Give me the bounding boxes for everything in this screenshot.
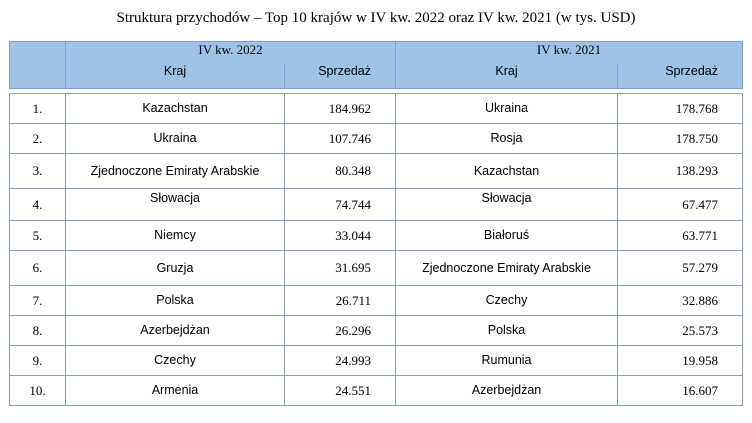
table-row: 9. Czechy 24.993 Rumunia 19.958 [9, 345, 743, 376]
country-2022-cell: Niemcy [65, 220, 285, 251]
country-2022-cell: Armenia [65, 375, 285, 406]
country-2021-cell: Rumunia [395, 345, 618, 376]
sales-2022-cell: 26.296 [284, 315, 396, 346]
sales-2021-cell: 57.279 [617, 250, 743, 286]
sales-2021-cell: 67.477 [617, 188, 743, 221]
country-2022-cell: Zjednoczone Emiraty Arabskie [65, 153, 285, 189]
country-2022-cell: Czechy [65, 345, 285, 376]
sales-2021-cell: 178.750 [617, 123, 743, 154]
country-2022-cell: Słowacja [65, 188, 285, 221]
country-2021-cell: Zjednoczone Emiraty Arabskie [395, 250, 618, 286]
country-2021-cell: Polska [395, 315, 618, 346]
header-kraj-2021: Kraj [395, 64, 618, 89]
rank-cell: 3. [9, 153, 66, 189]
table-row: 8. Azerbejdżan 26.296 Polska 25.573 [9, 315, 743, 346]
page-title: Struktura przychodów – Top 10 krajów w I… [116, 10, 636, 26]
country-2022-cell: Gruzja [65, 250, 285, 286]
country-2022-cell: Polska [65, 285, 285, 316]
header-kraj-2022: Kraj [65, 64, 285, 89]
header-sprzedaz-2021: Sprzedaż [617, 64, 743, 89]
rank-cell: 10. [9, 375, 66, 406]
sales-2021-cell: 63.771 [617, 220, 743, 251]
sales-2022-cell: 24.551 [284, 375, 396, 406]
country-2021-cell: Kazachstan [395, 153, 618, 189]
sales-2021-cell: 32.886 [617, 285, 743, 316]
sales-2022-cell: 33.044 [284, 220, 396, 251]
rank-cell: 2. [9, 123, 66, 154]
sales-2022-cell: 24.993 [284, 345, 396, 376]
sales-2022-cell: 26.711 [284, 285, 396, 316]
country-2021-cell: Azerbejdżan [395, 375, 618, 406]
sales-2021-cell: 19.958 [617, 345, 743, 376]
sales-2022-cell: 107.746 [284, 123, 396, 154]
rank-cell: 5. [9, 220, 66, 251]
sales-2022-cell: 74.744 [284, 188, 396, 221]
sales-2021-cell: 178.768 [617, 93, 743, 124]
table-row: 10. Armenia 24.551 Azerbejdżan 16.607 [9, 375, 743, 406]
revenue-table: IV kw. 2022 IV kw. 2021 Kraj Sprzedaż Kr… [9, 41, 743, 406]
country-2022-cell: Azerbejdżan [65, 315, 285, 346]
sales-2022-cell: 184.962 [284, 93, 396, 124]
country-2021-cell: Rosja [395, 123, 618, 154]
country-2021-cell: Ukraina [395, 93, 618, 124]
table-row: 6. Gruzja 31.695 Zjednoczone Emiraty Ara… [9, 250, 743, 286]
table-row: 1. Kazachstan 184.962 Ukraina 178.768 [9, 93, 743, 124]
table-row: 7. Polska 26.711 Czechy 32.886 [9, 285, 743, 316]
rank-cell: 8. [9, 315, 66, 346]
sales-2022-cell: 31.695 [284, 250, 396, 286]
table-row: 4. Słowacja 74.744 Słowacja 67.477 [9, 188, 743, 221]
sales-2021-cell: 138.293 [617, 153, 743, 189]
header-sprzedaz-2022: Sprzedaż [284, 64, 396, 89]
sales-2021-cell: 16.607 [617, 375, 743, 406]
rank-cell: 4. [9, 188, 66, 221]
country-2022-cell: Kazachstan [65, 93, 285, 124]
header-group-2022: IV kw. 2022 [65, 41, 396, 64]
table-row: 2. Ukraina 107.746 Rosja 178.750 [9, 123, 743, 154]
rank-cell: 9. [9, 345, 66, 376]
rank-cell: 7. [9, 285, 66, 316]
rank-cell: 6. [9, 250, 66, 286]
country-2021-cell: Białoruś [395, 220, 618, 251]
country-2021-cell: Słowacja [395, 188, 618, 221]
rank-cell: 1. [9, 93, 66, 124]
sales-2021-cell: 25.573 [617, 315, 743, 346]
table-row: 3. Zjednoczone Emiraty Arabskie 80.348 K… [9, 153, 743, 189]
country-2022-cell: Ukraina [65, 123, 285, 154]
header-rank-cell [9, 41, 66, 89]
country-2021-cell: Czechy [395, 285, 618, 316]
sales-2022-cell: 80.348 [284, 153, 396, 189]
header-group-2021: IV kw. 2021 [395, 41, 743, 64]
table-row: 5. Niemcy 33.044 Białoruś 63.771 [9, 220, 743, 251]
